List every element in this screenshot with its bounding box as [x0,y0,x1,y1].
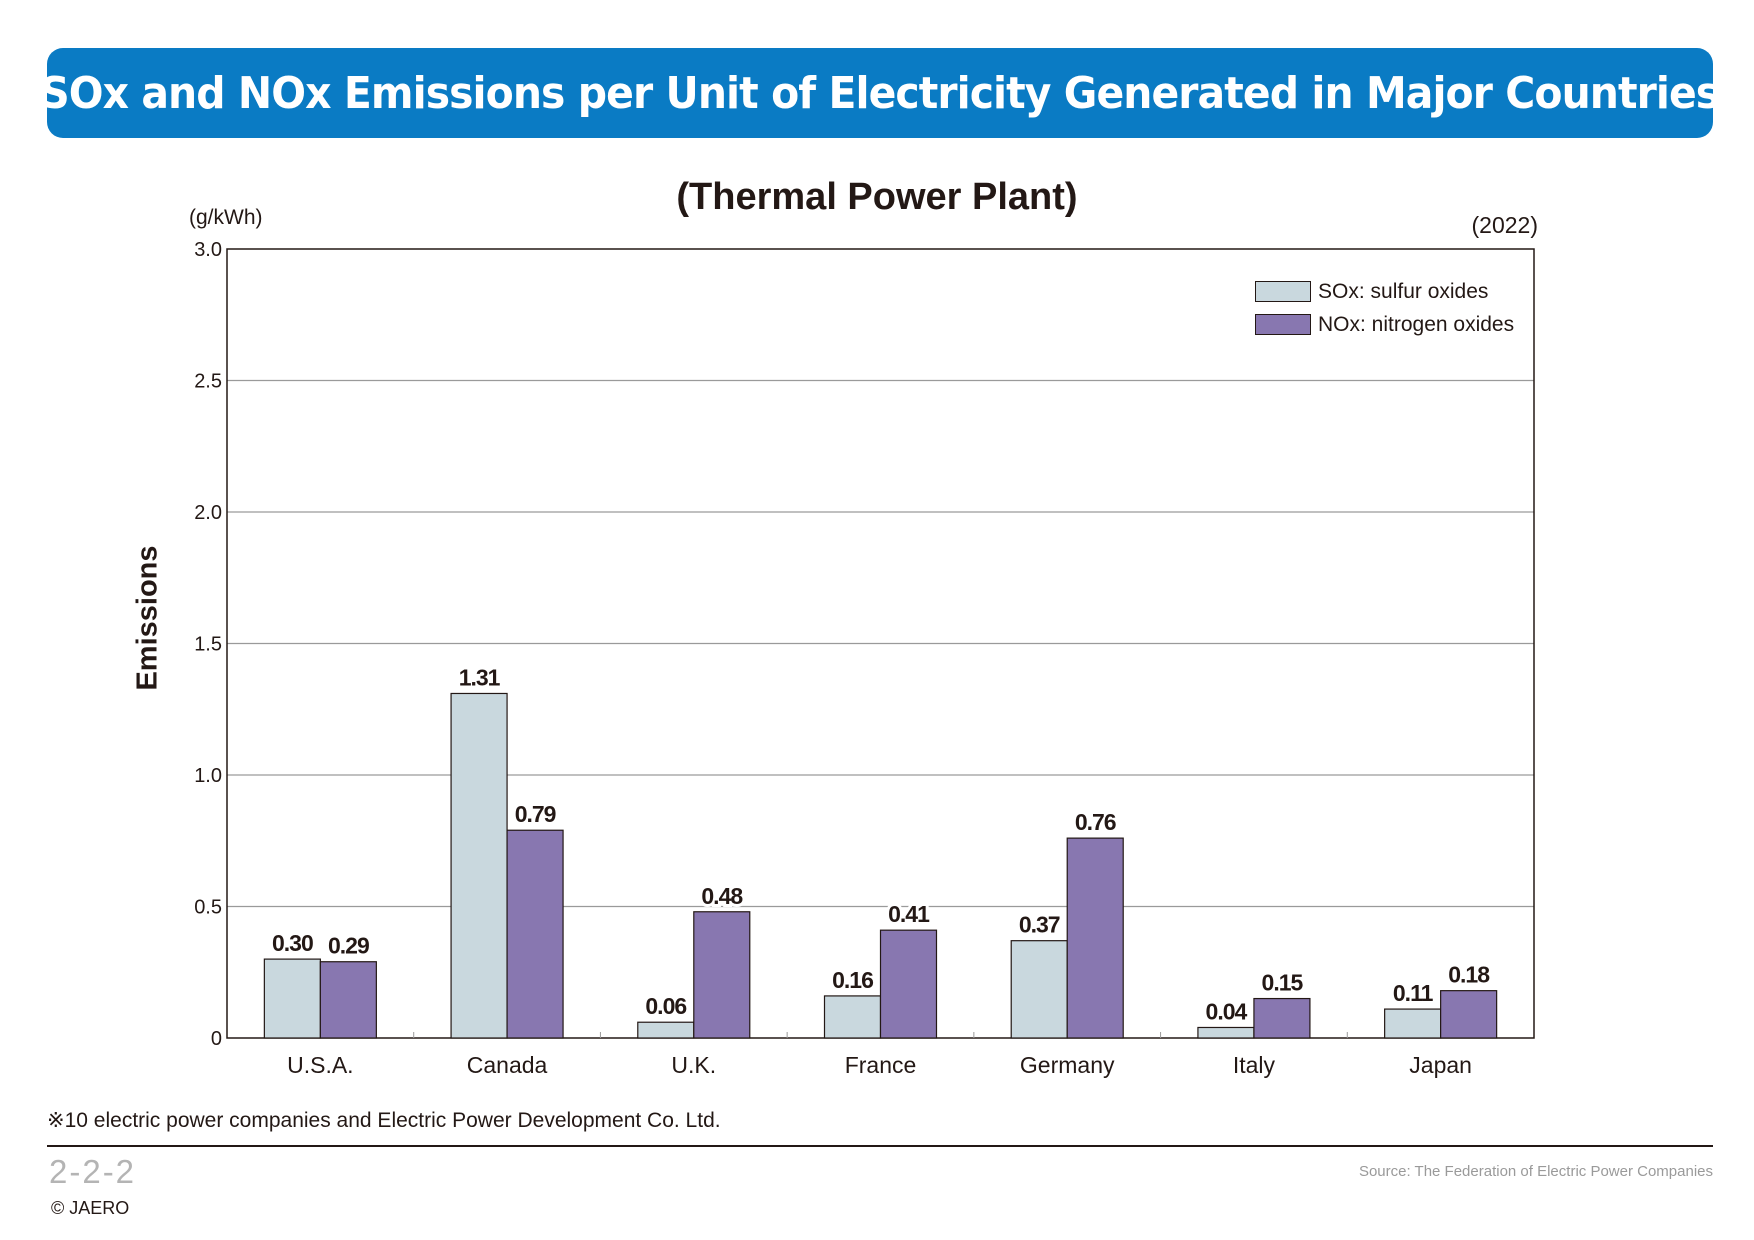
x-tick-label: France [845,1052,917,1078]
bar-sox [823,995,882,1039]
footnote: ※10 electric power companies and Electri… [47,1109,721,1132]
bar-nox [1440,990,1498,1039]
divider [47,1145,1713,1147]
data-label: 0.37 [1019,912,1060,938]
x-tick-label: U.S.A. [287,1052,353,1078]
data-label: 0.18 [1448,962,1490,988]
data-label: 1.31 [459,664,501,690]
data-label: 0.15 [1262,970,1304,996]
data-label: 0.30 [272,930,313,956]
legend-item-nox: NOx: nitrogen oxides [1255,308,1514,341]
x-tick-label: Japan [1409,1052,1472,1078]
bar-nox [693,911,751,1039]
bar-sox [450,692,508,1039]
bar-sox [1384,1008,1442,1039]
data-label: 0.48 [701,883,743,909]
y-tick-label: 0.5 [194,897,222,919]
y-tick-label: 2.0 [194,502,222,524]
y-tick-label: 1.0 [194,765,222,787]
data-label: 0.29 [328,933,369,959]
x-tick-label: Canada [467,1052,548,1078]
unit-label: (g/kWh) [189,206,263,229]
data-label: 0.04 [1206,998,1248,1024]
x-tick-label: Germany [1020,1052,1115,1078]
page-title: SOx and NOx Emissions per Unit of Electr… [40,67,1720,119]
legend-label-nox: NOx: nitrogen oxides [1318,312,1515,336]
bar-nox [319,961,377,1039]
data-label: 0.16 [832,967,873,993]
legend-swatch-nox [1255,314,1311,335]
bar-sox [263,958,321,1039]
page-number: 2-2-2 [49,1153,137,1190]
bar-sox [1010,940,1068,1039]
x-tick-label: Italy [1233,1052,1276,1078]
bar-nox [1253,997,1311,1039]
bar-sox [1197,1026,1255,1039]
source-note: Source: The Federation of Electric Power… [1358,1163,1713,1180]
data-label: 0.76 [1075,809,1116,835]
y-tick-label: 2.5 [194,371,222,393]
y-tick-label: 1.5 [194,634,222,656]
data-label: 0.41 [888,901,930,927]
y-tick-label: 3.0 [194,239,222,261]
bar-nox [879,929,938,1039]
legend-item-sox: SOx: sulfur oxides [1255,275,1514,308]
y-tick-label: 0 [211,1028,222,1050]
legend-label-sox: SOx: sulfur oxides [1318,279,1489,303]
bar-nox [506,829,564,1039]
data-label: 0.11 [1393,980,1434,1006]
bar-sox [637,1021,695,1039]
data-label: 0.79 [515,801,556,827]
bar-nox [1066,837,1124,1039]
data-label: 0.06 [645,993,686,1019]
legend: SOx: sulfur oxides NOx: nitrogen oxides [1255,275,1514,341]
copyright: © JAERO [51,1198,130,1218]
x-tick-label: U.K. [671,1052,716,1078]
year-label: (2022) [1471,212,1538,238]
legend-swatch-sox [1255,281,1311,302]
title-banner: SOx and NOx Emissions per Unit of Electr… [40,48,1720,138]
chart-title: (Thermal Power Plant) [676,176,1078,218]
